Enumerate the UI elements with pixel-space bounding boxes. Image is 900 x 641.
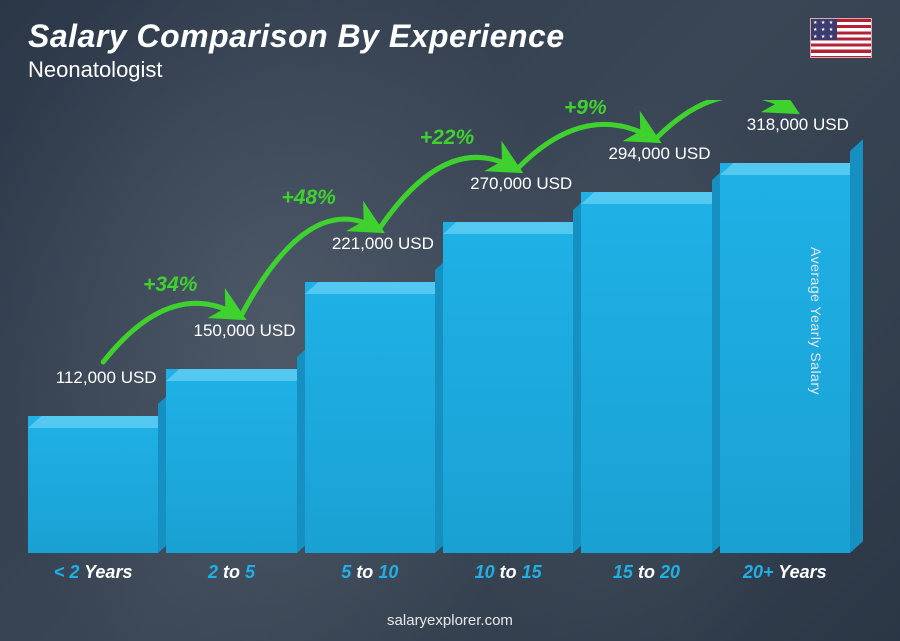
bar-slot: 112,000 USD < 2 Years xyxy=(28,416,158,553)
bars-container: 112,000 USD < 2 Years 150,000 USD 2 to 5… xyxy=(28,133,850,553)
title-block: Salary Comparison By Experience Neonatol… xyxy=(28,18,565,83)
bar-slot: 270,000 USD 10 to 15 xyxy=(443,222,573,553)
bar-value-label: 112,000 USD xyxy=(28,368,184,388)
bar-value-label: 318,000 USD xyxy=(720,115,876,135)
bar: 294,000 USD 15 to 20 xyxy=(581,192,711,553)
page-title: Salary Comparison By Experience xyxy=(28,18,565,55)
bar-slot: 318,000 USD 20+ Years xyxy=(720,163,850,553)
footer-attribution: salaryexplorer.com xyxy=(0,612,900,629)
country-flag-icon xyxy=(810,18,872,58)
y-axis-label: Average Yearly Salary xyxy=(808,247,824,395)
bar-value-label: 294,000 USD xyxy=(581,144,737,164)
bar: 112,000 USD < 2 Years xyxy=(28,416,158,553)
bar-slot: 221,000 USD 5 to 10 xyxy=(305,282,435,553)
bar: 150,000 USD 2 to 5 xyxy=(166,369,296,553)
bar: 221,000 USD 5 to 10 xyxy=(305,282,435,553)
bar-slot: 294,000 USD 15 to 20 xyxy=(581,192,711,553)
bar-category-label: 20+ Years xyxy=(694,562,876,583)
bar: 270,000 USD 10 to 15 xyxy=(443,222,573,553)
bar-value-label: 270,000 USD xyxy=(443,174,599,194)
chart-area: +34%+48%+22%+9%+8% 112,000 USD < 2 Years… xyxy=(28,100,850,581)
bar-slot: 150,000 USD 2 to 5 xyxy=(166,369,296,553)
increment-pct-label: +9% xyxy=(564,100,607,119)
header: Salary Comparison By Experience Neonatol… xyxy=(28,18,872,83)
page-subtitle: Neonatologist xyxy=(28,57,565,83)
bar-value-label: 221,000 USD xyxy=(305,234,461,254)
bar: 318,000 USD 20+ Years xyxy=(720,163,850,553)
bar-value-label: 150,000 USD xyxy=(166,321,322,341)
